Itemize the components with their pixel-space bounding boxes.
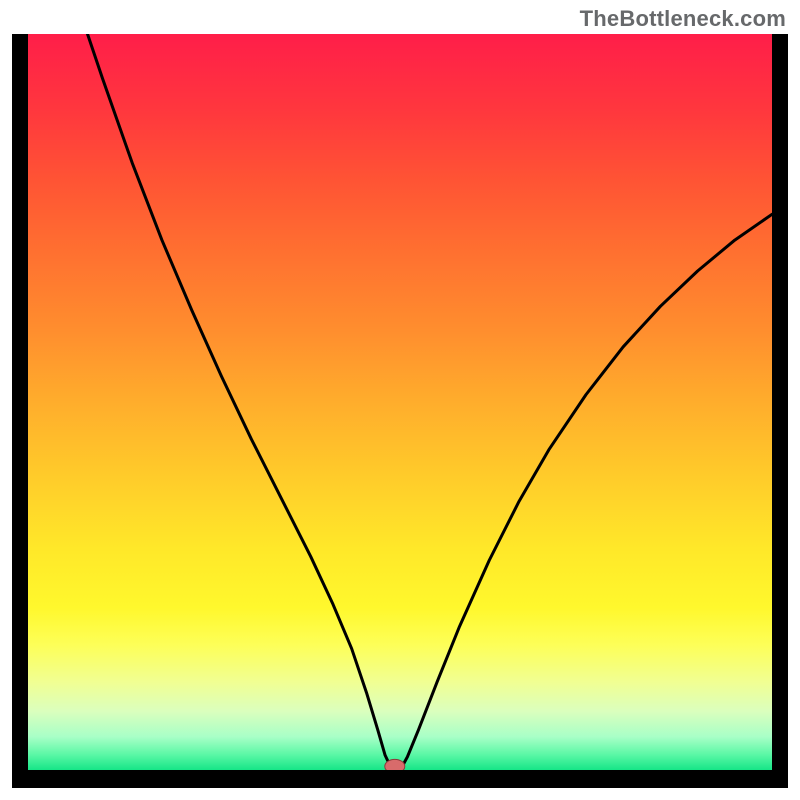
plot-area [28, 34, 772, 770]
image-frame: TheBottleneck.com [0, 0, 800, 800]
plot-outer-border [12, 34, 788, 788]
optimal-point-marker [385, 759, 405, 770]
watermark-text: TheBottleneck.com [580, 6, 786, 32]
bottleneck-chart-svg [28, 34, 772, 770]
gradient-background [28, 34, 772, 770]
